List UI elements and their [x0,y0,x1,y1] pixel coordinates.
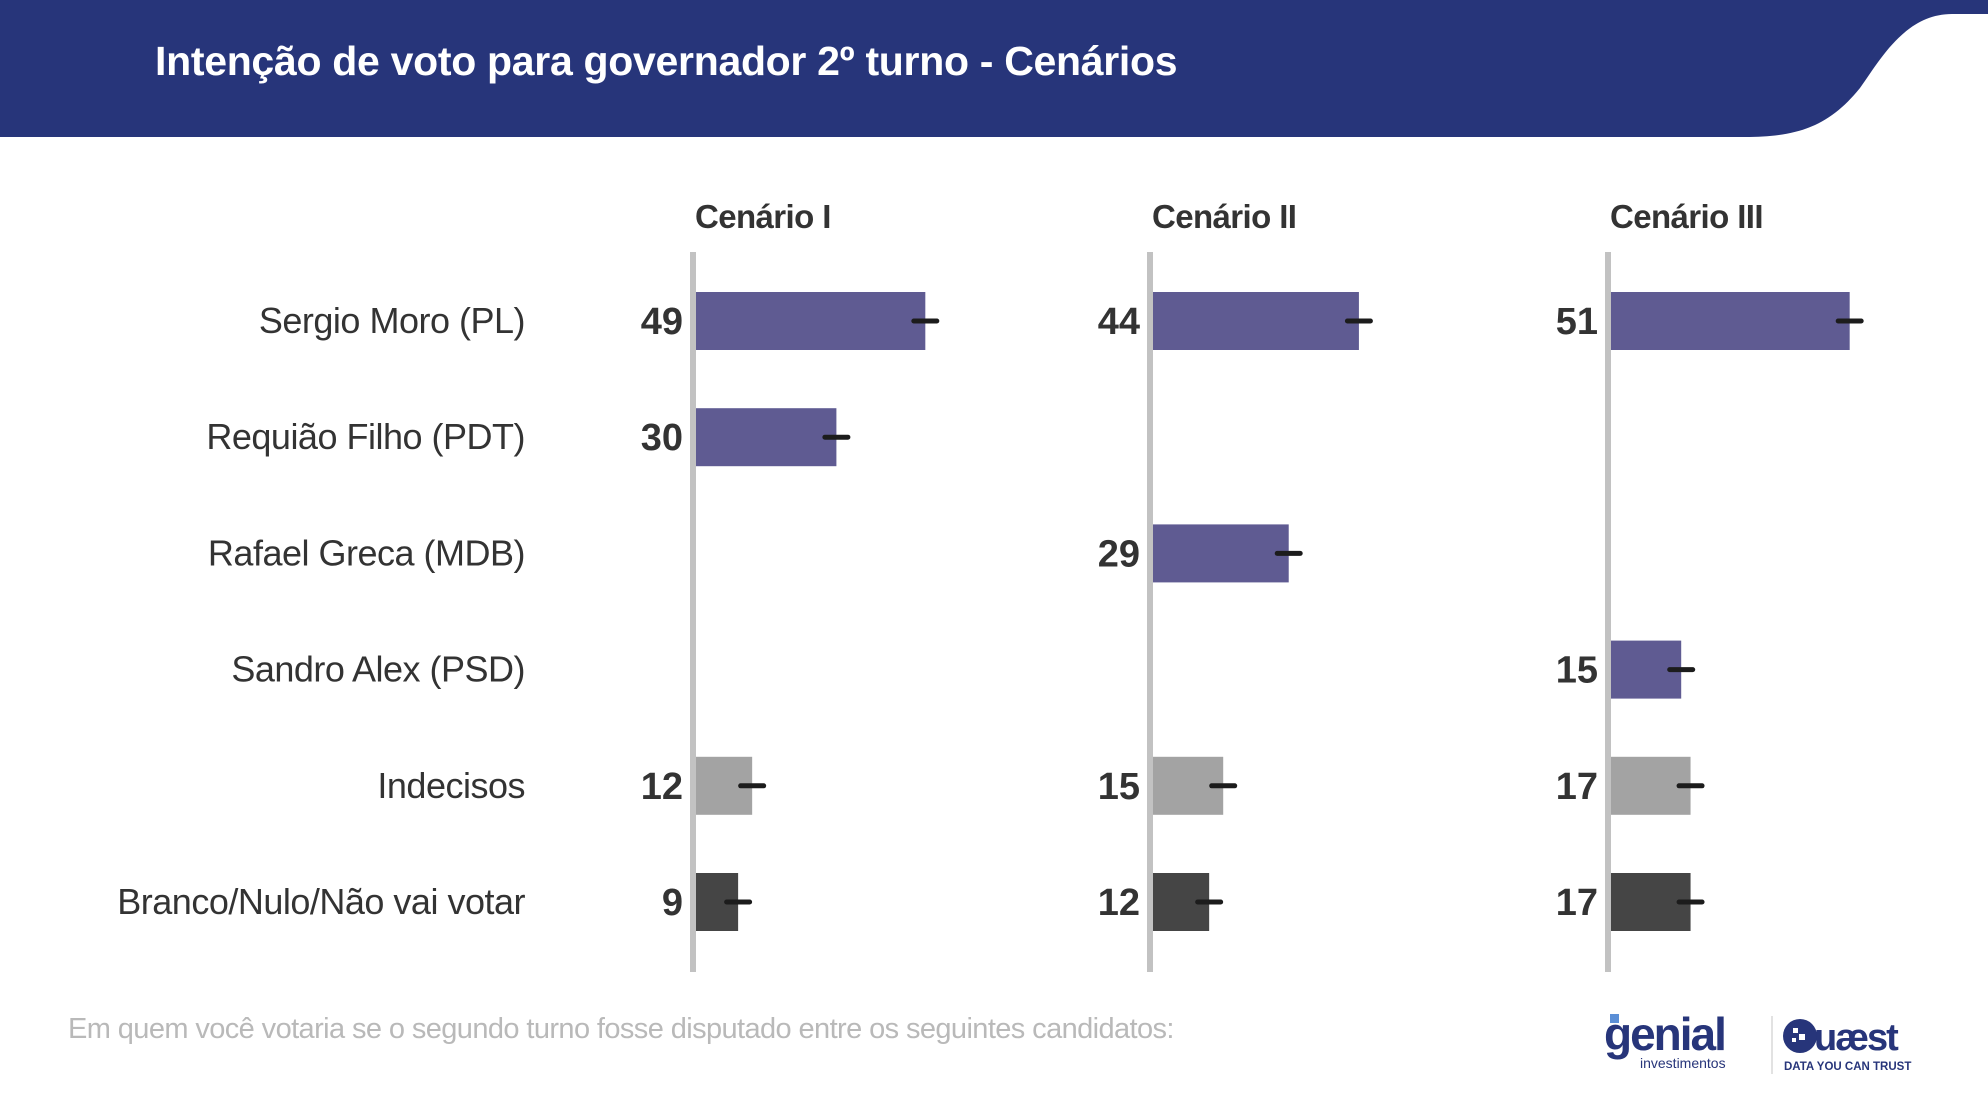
error-bar [1667,667,1696,673]
category-label: Sandro Alex (PSD) [231,649,525,690]
scenario-title: Cenário I [695,198,831,235]
bar [696,408,837,467]
quaest-pixel-icon [1793,1028,1798,1033]
error-bar [822,434,851,440]
bar [1153,292,1359,350]
survey-question: Em quem você votaria se o segundo turno … [68,1013,1175,1045]
category-label: Branco/Nulo/Não vai votar [117,881,525,922]
quaest-logo: uæst DATA YOU CAN TRUST [1783,1017,1911,1073]
data-label: 30 [641,417,683,459]
scenario-panel: Cenário I 49 30 12 9 [641,198,940,972]
error-bar [1195,899,1224,905]
genial-wordmark: genial [1604,1008,1725,1060]
genial-subtitle: investimentos [1640,1055,1726,1071]
data-label: 49 [641,301,683,343]
data-label: 15 [1098,766,1140,808]
scenario-panel: Cenário II 44 29 15 12 [1098,198,1373,972]
error-bar [1835,318,1864,324]
bar [696,292,926,350]
data-label: 29 [1098,533,1140,575]
scenario-title: Cenário III [1610,198,1763,235]
error-bar [1344,318,1373,324]
data-label: 51 [1556,301,1598,343]
category-label: Rafael Greca (MDB) [208,532,525,573]
genial-logo: genial investimentos [1604,1008,1727,1071]
error-bar [1676,783,1705,789]
category-label: Requião Filho (PDT) [206,416,525,457]
bar [1611,292,1850,350]
data-label: 15 [1556,650,1598,692]
quaest-wordmark: uæst [1814,1017,1899,1059]
data-label: 12 [1098,882,1140,924]
quaest-pixel-icon [1792,1038,1796,1042]
data-label: 17 [1556,882,1598,924]
error-bar [724,899,753,905]
category-labels: Sergio Moro (PL) Requião Filho (PDT) Rafae… [117,300,526,922]
error-bar [738,783,767,789]
error-bar [1209,783,1238,789]
bar [1153,524,1289,583]
data-label: 9 [662,882,683,924]
axis-line [690,252,696,972]
data-label: 17 [1556,766,1598,808]
quaest-tagline: DATA YOU CAN TRUST [1784,1061,1911,1073]
quaest-pixel-icon [1799,1034,1805,1040]
category-label: Sergio Moro (PL) [259,300,525,341]
data-label: 12 [641,766,683,808]
error-bar [1676,899,1705,905]
error-bar [1274,550,1303,556]
page-title: Intenção de voto para governador 2º turn… [155,38,1178,84]
scenario-panel: Cenário III 51 15 17 17 [1556,198,1864,972]
data-label: 44 [1098,301,1140,343]
genial-accent-icon [1610,1014,1619,1023]
error-bar [911,318,940,324]
scenario-title: Cenário II [1152,198,1296,235]
axis-line [1147,252,1153,972]
header-banner [0,0,1988,137]
logos: genial investimentos uæst DATA YOU CAN T… [1604,1008,1911,1074]
axis-line [1605,252,1611,972]
bar-chart: Sergio Moro (PL) Requião Filho (PDT) Rafae… [117,198,1864,972]
category-label: Indecisos [377,765,525,806]
header-background [0,0,1988,137]
